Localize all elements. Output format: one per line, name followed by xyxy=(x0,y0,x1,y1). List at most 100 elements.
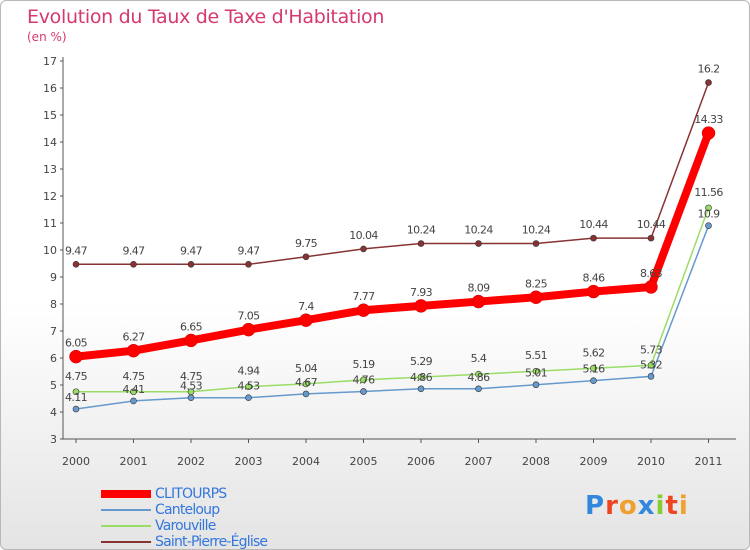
series-line-1 xyxy=(75,224,710,410)
logo-letter: x xyxy=(637,491,656,521)
data-label: 5.73 xyxy=(640,343,663,356)
data-point xyxy=(245,394,252,401)
data-point xyxy=(72,388,80,396)
data-label: 4.53 xyxy=(237,380,260,393)
data-label: 5.62 xyxy=(582,346,604,359)
data-label: 5.29 xyxy=(410,355,433,368)
y-tick-label: 11 xyxy=(43,217,57,230)
data-label: 9.47 xyxy=(65,244,88,257)
data-point xyxy=(187,261,195,268)
data-label: 10.04 xyxy=(349,229,378,242)
logo-letter: r xyxy=(605,491,619,521)
y-tick-label: 10 xyxy=(43,244,57,257)
data-point xyxy=(69,349,83,364)
data-point xyxy=(475,370,482,378)
data-point xyxy=(245,261,252,268)
series-line-3 xyxy=(75,81,710,266)
legend-label: Saint-Pierre-Église xyxy=(155,534,268,550)
data-point xyxy=(130,397,137,405)
chart-title: Evolution du Taux de Taxe d'Habitation xyxy=(27,6,385,28)
data-label: 10.24 xyxy=(522,224,551,237)
legend-swatch xyxy=(101,525,151,527)
data-point xyxy=(532,240,540,247)
data-point xyxy=(644,280,658,294)
y-tick-label: 17 xyxy=(43,55,57,68)
data-label: 10.9 xyxy=(697,208,720,221)
x-tick-label: 2002 xyxy=(177,455,205,468)
data-label: 10.44 xyxy=(637,218,666,231)
logo-letter: P xyxy=(585,491,606,521)
y-tick-label: 8 xyxy=(50,298,57,311)
data-label: 7.77 xyxy=(352,290,375,303)
chart-unit-label: (en %) xyxy=(27,30,67,44)
proxiti-logo: Proxiti xyxy=(585,491,689,521)
data-point xyxy=(130,388,137,396)
data-label: 5.4 xyxy=(471,352,487,365)
data-point xyxy=(532,367,540,375)
data-point xyxy=(647,234,655,242)
data-label: 11.56 xyxy=(694,186,723,199)
data-label: 7.4 xyxy=(298,300,314,313)
data-label: 5.01 xyxy=(525,367,547,380)
data-label: 8.25 xyxy=(525,277,548,290)
legend-swatch xyxy=(101,490,151,498)
data-point xyxy=(360,245,367,253)
y-tick-label: 3 xyxy=(50,433,57,446)
data-label: 5.04 xyxy=(295,362,318,375)
data-point xyxy=(647,361,655,369)
data-label: 10.44 xyxy=(579,218,608,231)
data-label: 4.86 xyxy=(467,371,490,384)
y-tick-label: 5 xyxy=(50,379,57,392)
y-tick-label: 14 xyxy=(43,136,57,149)
data-label: 9.47 xyxy=(180,244,203,257)
logo-letter: t xyxy=(665,491,679,521)
series-line-0 xyxy=(72,129,713,361)
data-point xyxy=(532,381,540,389)
y-tick-label: 15 xyxy=(43,109,57,122)
x-tick-label: 2003 xyxy=(235,455,263,468)
data-label: 16.2 xyxy=(697,63,719,76)
data-point xyxy=(590,234,597,242)
data-label: 6.05 xyxy=(65,337,88,350)
x-tick-label: 2006 xyxy=(407,455,435,468)
data-label: 5.16 xyxy=(582,363,605,376)
data-point xyxy=(360,376,367,384)
data-point xyxy=(299,313,313,327)
data-label: 8.63 xyxy=(640,267,663,280)
data-label: 5.32 xyxy=(640,358,662,371)
data-label: 6.27 xyxy=(122,331,145,344)
legend-swatch xyxy=(101,509,151,511)
data-label: 4.75 xyxy=(65,370,88,383)
data-point xyxy=(471,294,486,309)
data-label: 5.51 xyxy=(525,349,547,362)
data-point xyxy=(302,253,310,261)
data-point xyxy=(705,204,712,212)
data-point xyxy=(475,240,482,247)
data-label: 10.24 xyxy=(407,224,436,237)
x-tick-label: 2011 xyxy=(695,455,723,468)
data-point xyxy=(72,261,80,268)
x-tick-label: 2010 xyxy=(637,455,665,468)
y-tick-label: 4 xyxy=(50,406,57,419)
data-point xyxy=(130,261,137,268)
data-point xyxy=(302,380,310,388)
x-tick-label: 2008 xyxy=(522,455,550,468)
logo-letter: i xyxy=(678,491,689,521)
data-label: 4.94 xyxy=(237,365,260,378)
data-label: 7.05 xyxy=(237,310,260,323)
x-tick-label: 2005 xyxy=(350,455,378,468)
data-point xyxy=(529,290,543,304)
y-tick-label: 7 xyxy=(50,325,57,338)
data-point xyxy=(414,299,428,313)
data-label: 6.65 xyxy=(180,320,203,333)
data-label: 4.11 xyxy=(65,391,87,404)
data-label: 4.41 xyxy=(122,383,144,396)
data-label: 5.19 xyxy=(352,358,375,371)
data-label: 4.86 xyxy=(410,371,433,384)
y-tick-label: 13 xyxy=(43,163,57,176)
data-point xyxy=(417,373,425,381)
logo-letter: i xyxy=(655,491,666,521)
data-point xyxy=(586,284,601,299)
data-label: 8.46 xyxy=(582,272,605,285)
